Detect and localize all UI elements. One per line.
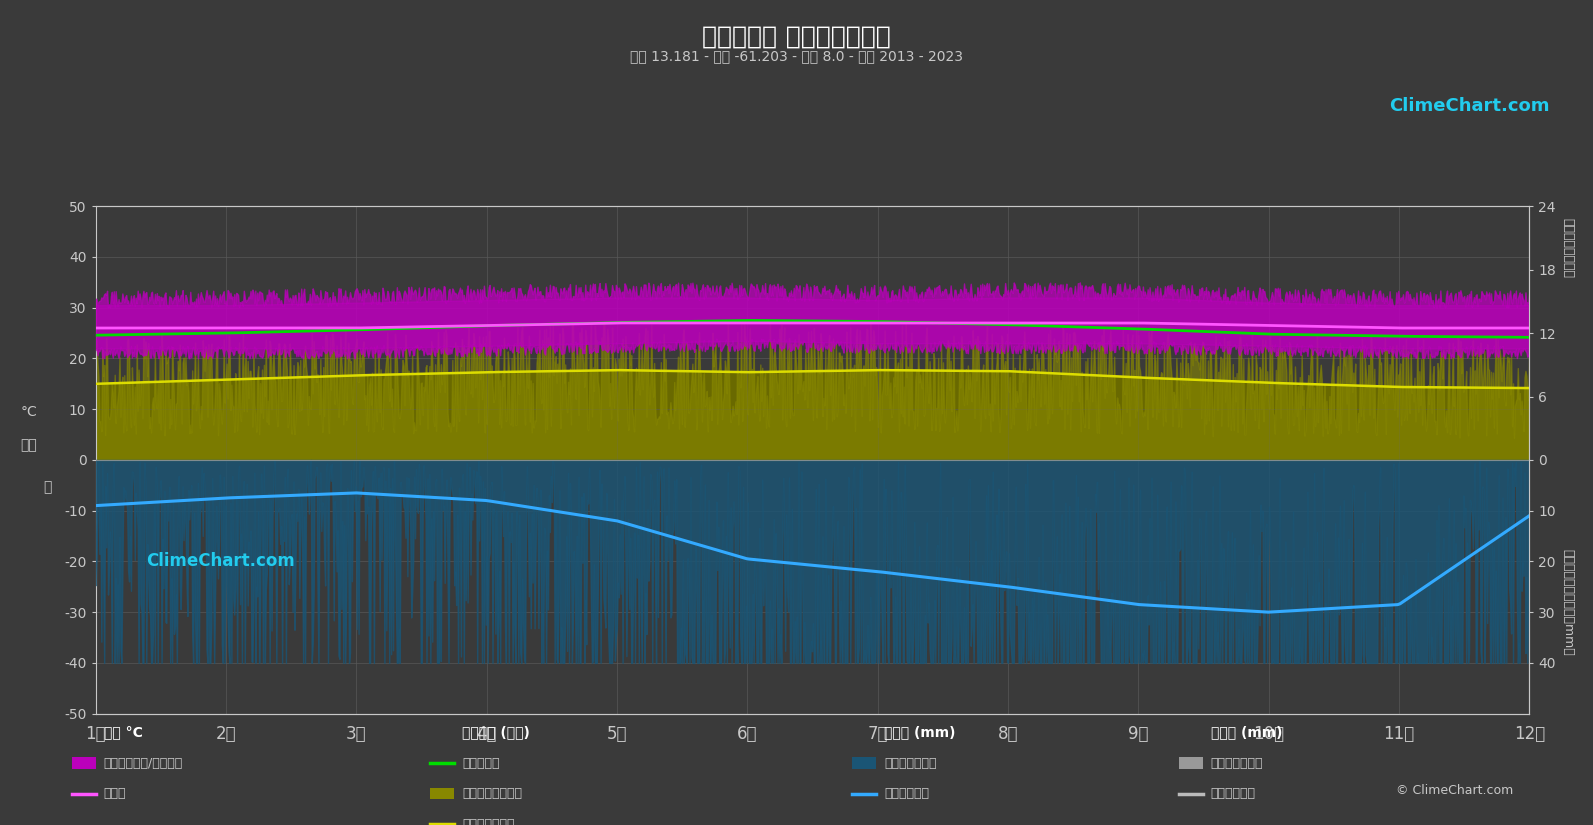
Text: 日ごとの日照時間: 日ごとの日照時間 [462,787,523,800]
Text: 日ごとの最小/最大範囲: 日ごとの最小/最大範囲 [104,757,183,770]
Text: 降雨量 (mm): 降雨量 (mm) [884,726,956,739]
Text: 月平均: 月平均 [104,787,126,800]
Text: 日照時間 (時間): 日照時間 (時間) [462,726,530,739]
Text: ClimeChart.com: ClimeChart.com [147,552,295,570]
Text: © ClimeChart.com: © ClimeChart.com [1395,784,1513,797]
Text: °C: °C [21,406,37,419]
Text: 日ごとの降雪量: 日ごとの降雪量 [1211,757,1263,770]
Text: 気温 °C: 気温 °C [104,726,142,739]
Text: 降雨量／最高降雨量（mm）: 降雨量／最高降雨量（mm） [1561,549,1574,656]
Text: 日ごとの降雨量: 日ごとの降雨量 [884,757,937,770]
Text: 気候グラフ キングスタウン: 気候グラフ キングスタウン [703,25,890,49]
Text: 度: 度 [43,480,53,493]
Text: 降雪量 (mm): 降雪量 (mm) [1211,726,1282,739]
Text: 月平均降雪量: 月平均降雪量 [1211,787,1255,800]
Text: 緯度 13.181 - 経度 -61.203 - 標高 8.0 - 期間 2013 - 2023: 緯度 13.181 - 経度 -61.203 - 標高 8.0 - 期間 201… [629,50,964,64]
Text: 月平均降雨量: 月平均降雨量 [884,787,929,800]
Text: 月平均日照時間: 月平均日照時間 [462,818,515,825]
Text: 温度: 温度 [21,439,37,452]
Text: ClimeChart.com: ClimeChart.com [1389,97,1550,115]
Text: 日中の時間: 日中の時間 [462,757,500,770]
Text: 日照時間（時間）: 日照時間（時間） [1561,218,1574,277]
